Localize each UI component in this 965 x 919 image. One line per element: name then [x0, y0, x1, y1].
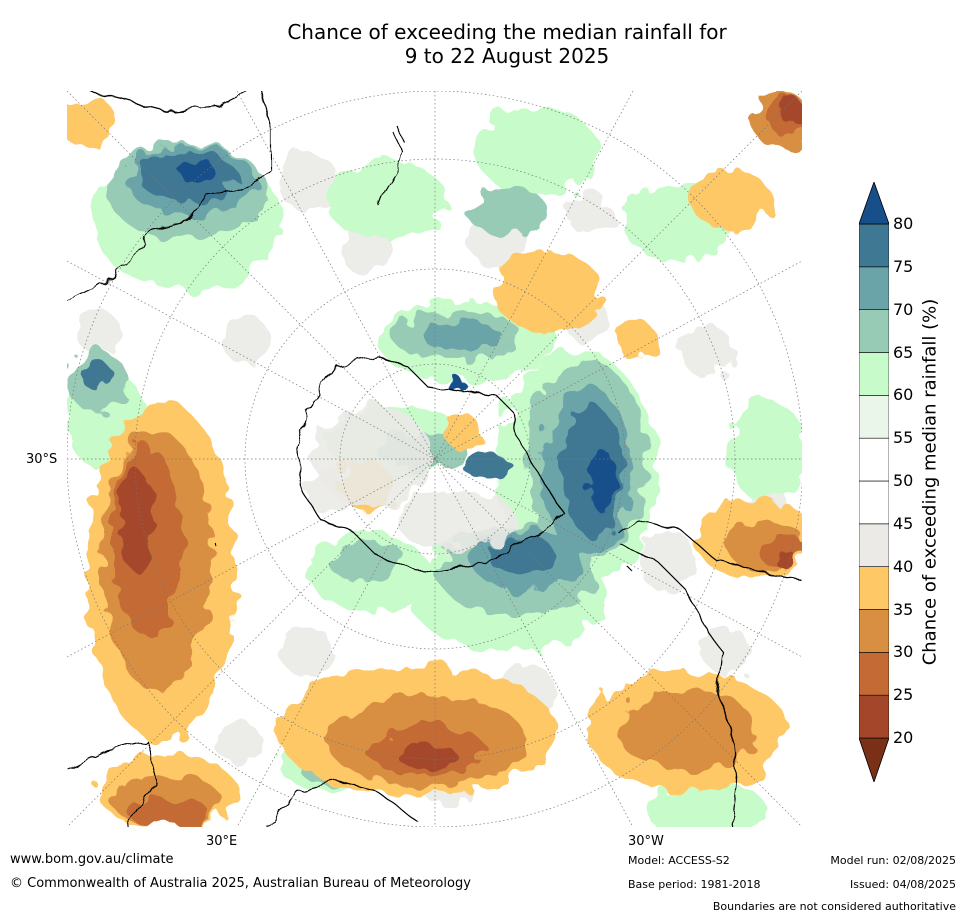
antarctica-interior — [312, 406, 517, 551]
colorbar-tick-70: 70 — [893, 299, 914, 319]
colorbar-segment-30-35 — [859, 609, 889, 653]
colorbar — [859, 182, 889, 782]
map-title: Chance of exceeding the median rainfall … — [0, 20, 965, 68]
longitude-label-30e: 30°E — [206, 834, 238, 849]
colorbar-tick-50: 50 — [893, 471, 914, 490]
website-link[interactable]: www.bom.gov.au/climate — [10, 852, 174, 867]
base-period: Base period: 1981-2018 — [628, 878, 761, 891]
australia-coastline — [67, 91, 273, 302]
colorbar-segment-70-75 — [859, 266, 889, 310]
colorbar-tick-60: 60 — [893, 385, 914, 405]
colorbar-tick-40: 40 — [893, 556, 914, 576]
colorbar-segment-60-65 — [859, 352, 889, 396]
colorbar-segment-55-60 — [859, 395, 889, 439]
colorbar-segment-20-25 — [859, 694, 889, 739]
colorbar-segment-75-80 — [859, 223, 889, 268]
colorbar-tick-75: 75 — [893, 256, 914, 276]
colorbar-segment-35-40 — [859, 566, 889, 610]
longitude-label-30w: 30°W — [628, 834, 664, 849]
colorbar-tick-55: 55 — [893, 428, 914, 448]
graticule — [67, 91, 802, 827]
title-line-2: 9 to 22 August 2025 — [404, 44, 610, 68]
colorbar-extend-high — [859, 182, 889, 225]
coastlines — [67, 91, 802, 827]
colorbar-segment-40-45 — [859, 523, 889, 567]
wet-anomaly-extreme — [177, 161, 618, 511]
model-run-date: Model run: 02/08/2025 — [830, 854, 956, 867]
new-zealand-coastline — [378, 125, 406, 207]
colorbar-tick-25: 25 — [893, 685, 914, 705]
colorbar-label: Chance of exceeding median rainfall (%) — [919, 298, 941, 666]
boundaries-disclaimer: Boundaries are not considered authoritat… — [712, 900, 956, 913]
colorbar-extend-low — [859, 737, 889, 782]
polar-rainfall-map — [67, 91, 802, 827]
issued-date: Issued: 04/08/2025 — [849, 878, 956, 891]
colorbar-segment-45-50 — [859, 480, 889, 525]
south-america-coastline — [616, 520, 802, 827]
latitude-label-30s: 30°S — [26, 452, 58, 467]
colorbar-segment-65-70 — [859, 309, 889, 353]
colorbar-tick-80: 80 — [893, 214, 914, 233]
model-name: Model: ACCESS-S2 — [628, 854, 730, 867]
colorbar-segment-25-30 — [859, 652, 889, 696]
colorbar-tick-20: 20 — [893, 728, 914, 747]
colorbar-segment-50-55 — [859, 437, 889, 482]
south-georgia-coastline — [214, 542, 633, 572]
colorbar-tick-30: 30 — [893, 642, 914, 662]
copyright-text: © Commonwealth of Australia 2025, Austra… — [10, 876, 471, 891]
dry-anomaly-very-strong — [119, 97, 802, 768]
colorbar-tick-65: 65 — [893, 342, 914, 362]
title-line-1: Chance of exceeding the median rainfall … — [287, 20, 727, 44]
africa-coastline — [67, 740, 418, 827]
colorbar-tick-35: 35 — [893, 599, 914, 619]
map-canvas — [67, 91, 802, 827]
colorbar-tick-45: 45 — [893, 513, 914, 533]
antarctica-coastline — [296, 355, 563, 572]
